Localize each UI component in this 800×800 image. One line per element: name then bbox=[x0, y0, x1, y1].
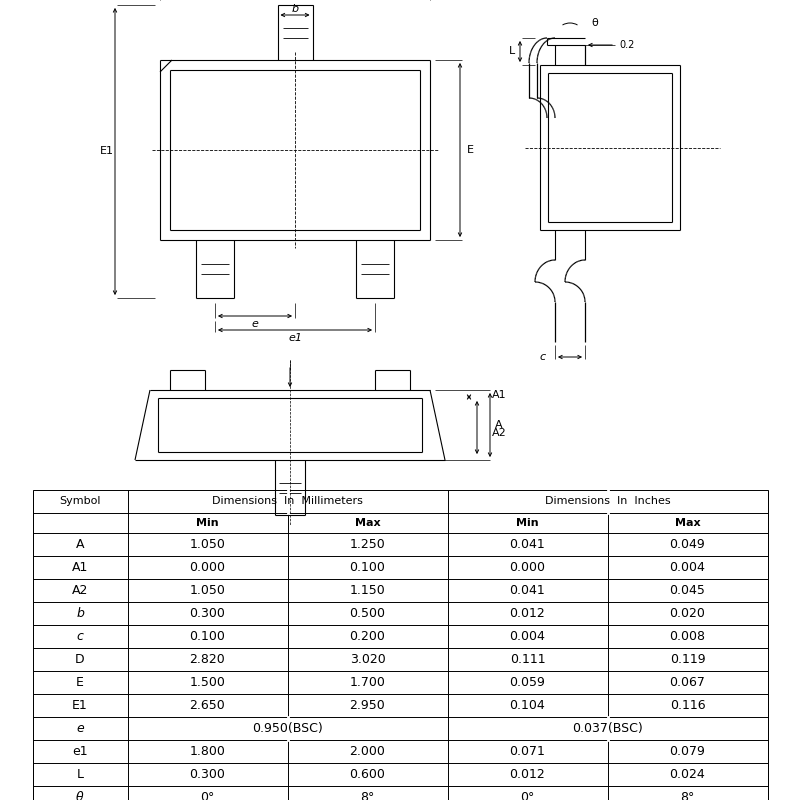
Text: 0.200: 0.200 bbox=[350, 630, 386, 643]
Text: 0.041: 0.041 bbox=[510, 538, 546, 551]
Text: e: e bbox=[251, 319, 258, 329]
Text: 0.071: 0.071 bbox=[510, 745, 546, 758]
Text: e1: e1 bbox=[288, 333, 302, 343]
Text: 0.300: 0.300 bbox=[190, 607, 226, 620]
Text: Min: Min bbox=[196, 518, 219, 528]
Text: 0.100: 0.100 bbox=[350, 561, 386, 574]
Text: 2.820: 2.820 bbox=[190, 653, 226, 666]
Text: 1.050: 1.050 bbox=[190, 584, 226, 597]
Text: c: c bbox=[77, 630, 83, 643]
Text: b: b bbox=[76, 607, 84, 620]
Text: 0.600: 0.600 bbox=[350, 768, 386, 781]
Text: Max: Max bbox=[354, 518, 380, 528]
Text: c: c bbox=[540, 352, 546, 362]
Text: 0.100: 0.100 bbox=[190, 630, 226, 643]
Text: 8°: 8° bbox=[680, 791, 694, 800]
Text: 0.111: 0.111 bbox=[510, 653, 546, 666]
Text: 2.650: 2.650 bbox=[190, 699, 226, 712]
Text: 8°: 8° bbox=[360, 791, 374, 800]
Text: 0°: 0° bbox=[520, 791, 534, 800]
Text: E1: E1 bbox=[72, 699, 88, 712]
Text: θ: θ bbox=[592, 18, 598, 28]
Text: A: A bbox=[76, 538, 84, 551]
Text: L: L bbox=[77, 768, 83, 781]
Text: 1.150: 1.150 bbox=[350, 584, 386, 597]
Text: 1.500: 1.500 bbox=[190, 676, 226, 689]
Text: 0.000: 0.000 bbox=[510, 561, 546, 574]
Text: E: E bbox=[466, 145, 474, 155]
Text: 0.045: 0.045 bbox=[670, 584, 706, 597]
Text: 0.079: 0.079 bbox=[670, 745, 706, 758]
Text: 3.020: 3.020 bbox=[350, 653, 386, 666]
Text: 0.012: 0.012 bbox=[510, 607, 546, 620]
Text: 0.024: 0.024 bbox=[670, 768, 706, 781]
Text: L: L bbox=[509, 46, 515, 57]
Text: 0.300: 0.300 bbox=[190, 768, 226, 781]
Text: 0.500: 0.500 bbox=[350, 607, 386, 620]
Text: 0.020: 0.020 bbox=[670, 607, 706, 620]
Text: e: e bbox=[76, 722, 84, 735]
Text: 0.059: 0.059 bbox=[510, 676, 546, 689]
Text: A1: A1 bbox=[492, 390, 506, 400]
Text: 1.700: 1.700 bbox=[350, 676, 386, 689]
Text: 0.004: 0.004 bbox=[510, 630, 546, 643]
Text: 0°: 0° bbox=[200, 791, 214, 800]
Text: e1: e1 bbox=[72, 745, 88, 758]
Text: 2.000: 2.000 bbox=[350, 745, 386, 758]
Text: 0.067: 0.067 bbox=[670, 676, 706, 689]
Text: θ: θ bbox=[76, 791, 84, 800]
Text: 0.041: 0.041 bbox=[510, 584, 546, 597]
Text: 0.049: 0.049 bbox=[670, 538, 706, 551]
Text: 1.250: 1.250 bbox=[350, 538, 386, 551]
Text: 0.000: 0.000 bbox=[190, 561, 226, 574]
Text: Symbol: Symbol bbox=[59, 497, 101, 506]
Text: 0.119: 0.119 bbox=[670, 653, 706, 666]
Text: E: E bbox=[76, 676, 84, 689]
Text: Dimensions  In  Millimeters: Dimensions In Millimeters bbox=[212, 497, 363, 506]
Text: Max: Max bbox=[674, 518, 700, 528]
Text: 0.004: 0.004 bbox=[670, 561, 706, 574]
Text: 0.037(BSC): 0.037(BSC) bbox=[572, 722, 643, 735]
Text: b: b bbox=[291, 4, 298, 14]
Text: A: A bbox=[495, 420, 503, 430]
Text: A1: A1 bbox=[72, 561, 88, 574]
Text: 0.116: 0.116 bbox=[670, 699, 706, 712]
Text: E1: E1 bbox=[100, 146, 114, 157]
Text: 0.008: 0.008 bbox=[670, 630, 706, 643]
Text: 0.012: 0.012 bbox=[510, 768, 546, 781]
Text: 1.800: 1.800 bbox=[190, 745, 226, 758]
Text: D: D bbox=[75, 653, 85, 666]
Text: 0.2: 0.2 bbox=[619, 40, 634, 50]
Text: 2.950: 2.950 bbox=[350, 699, 386, 712]
Text: Dimensions  In  Inches: Dimensions In Inches bbox=[545, 497, 670, 506]
Text: A2: A2 bbox=[72, 584, 88, 597]
Text: 0.950(BSC): 0.950(BSC) bbox=[252, 722, 323, 735]
Text: Min: Min bbox=[516, 518, 539, 528]
Text: A2: A2 bbox=[492, 429, 506, 438]
Text: 1.050: 1.050 bbox=[190, 538, 226, 551]
Text: 0.104: 0.104 bbox=[510, 699, 546, 712]
